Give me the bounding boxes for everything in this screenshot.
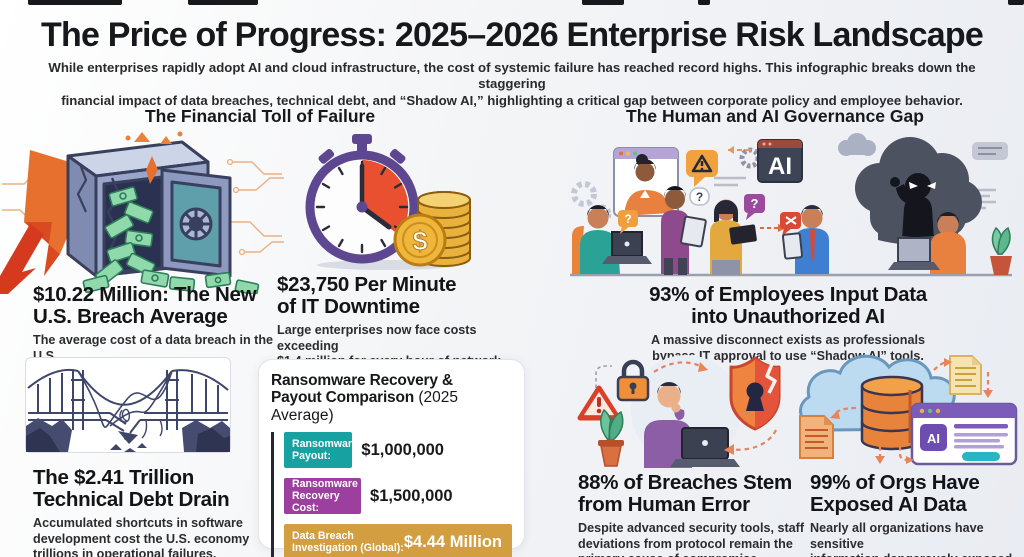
chart-bar-label: Ransomware Payout:: [292, 437, 358, 463]
stat-technical-debt: The $2.41 Trillion Technical Debt Drain …: [33, 467, 268, 557]
money-bills-icon: [82, 186, 260, 294]
document-icon: [799, 415, 834, 459]
dashed-arrow-icon: [595, 365, 612, 388]
svg-text:?: ?: [696, 190, 703, 204]
stopwatch-illustration: $: [305, 134, 471, 270]
laptop-icon: [670, 427, 740, 467]
stat-headline: $10.22 Million: The New U.S. Breach Aver…: [33, 283, 257, 328]
dollar-coin-icon: $: [393, 213, 447, 267]
keyhole-icon: [746, 382, 764, 411]
ransomware-chart-card: Ransomware Recovery & Payout Comparison …: [258, 359, 525, 557]
chart-bar-row: Ransomware Recovery Cost: $1,500,000: [284, 478, 512, 514]
chart-bar-value: $1,500,000: [370, 486, 453, 505]
dashed-arrow-icon: [726, 146, 760, 154]
stopwatch-icon: [305, 134, 419, 264]
stat-headline: 88% of Breaches Stem from Human Error: [578, 471, 792, 516]
stat-body: Nearly all organizations have sensitive …: [810, 521, 1012, 557]
governance-illustration: AI: [570, 133, 1012, 277]
stat-headline: The $2.41 Trillion Technical Debt Drain: [33, 466, 230, 511]
top-edge-mark: [698, 0, 710, 5]
page-title: The Price of Progress: 2025–2026 Enterpr…: [41, 16, 984, 54]
chart-title-suffix: (2025 Average): [271, 389, 458, 424]
stat-exposed-ai-data: 99% of Orgs Have Exposed AI Data Nearly …: [810, 472, 1022, 557]
person-with-tablet: [710, 199, 757, 275]
broken-bridge-illustration: [25, 357, 231, 453]
section-title-financial: The Financial Toll of Failure: [144, 106, 376, 126]
person-at-laptop: [888, 212, 966, 274]
ai-badge-icon: AI: [757, 139, 803, 183]
browser-window-icon: [613, 147, 683, 217]
svg-text:AI: AI: [927, 431, 940, 446]
button-shape: [962, 452, 1000, 461]
plant-icon: [598, 408, 624, 467]
chart-bar-value: $4.44 Million: [403, 532, 502, 551]
document-icon: [949, 355, 982, 395]
top-edge-mark: [582, 0, 624, 5]
top-edge-mark: [1008, 0, 1024, 5]
page-subtitle: While enterprises rapidly adopt AI and c…: [48, 60, 976, 108]
human-error-illustration: [577, 355, 781, 468]
chart-bar: Ransomware Payout:: [284, 432, 358, 469]
cloud-icon: [838, 133, 876, 156]
padlock-icon: [616, 359, 650, 402]
stat-headline: 93% of Employees Input Data into Unautho…: [649, 283, 927, 328]
stat-human-error: 88% of Breaches Stem from Human Error De…: [578, 472, 806, 557]
broken-shield-icon: [729, 356, 781, 431]
chart-bar: Data Breach Investigation (Global): $4.4…: [284, 524, 512, 557]
chart-bar-label: Data Breach Investigation (Global):: [292, 529, 404, 555]
exposed-ai-data-illustration: AI: [799, 354, 1018, 466]
speech-lines-icon: [972, 142, 1008, 160]
chart-rows: Ransomware Payout: $1,000,000 Ransomware…: [271, 432, 512, 557]
svg-text:?: ?: [624, 212, 631, 226]
warning-bubble-icon: [686, 150, 718, 187]
person-at-laptop: [572, 205, 652, 274]
chart-bar-row: Ransomware Payout: $1,000,000: [284, 432, 512, 469]
chart-bar-value: $1,000,000: [361, 440, 444, 459]
warning-triangle-icon: [577, 385, 621, 421]
dashed-arrow-icon: [724, 429, 777, 455]
section-title-governance: The Human and AI Governance Gap: [626, 106, 924, 126]
question-bubble-icon: ?: [689, 187, 710, 206]
question-bubble-icon: ?: [618, 210, 638, 234]
stat-body: Despite advanced security tools, staff d…: [578, 521, 805, 557]
stat-body: Accumulated shortcuts in software develo…: [33, 516, 250, 557]
chart-title: Ransomware Recovery & Payout Comparison …: [271, 372, 512, 424]
svg-text:$: $: [412, 226, 427, 256]
svg-text:AI: AI: [768, 153, 792, 180]
svg-text:?: ?: [751, 196, 759, 211]
cracked-safe-illustration: [0, 131, 284, 294]
dashed-arrow-icon: [653, 361, 708, 373]
ai-badge-icon: [920, 424, 947, 451]
stat-headline: $23,750 Per Minute of IT Downtime: [277, 273, 457, 318]
arrowheads: [830, 358, 993, 464]
broken-bridge-icon: [26, 368, 230, 452]
thinking-person-icon: [644, 382, 692, 468]
question-bubble-icon: ?: [744, 194, 765, 220]
browser-window-icon: AI: [910, 402, 1018, 466]
debris-icon: [125, 131, 183, 144]
top-edge-mark: [28, 0, 122, 5]
chart-title-text: Ransomware Recovery & Payout Comparison: [271, 372, 453, 407]
chart-bar: Ransomware Recovery Cost:: [284, 477, 362, 515]
stat-headline: 99% of Orgs Have Exposed AI Data: [810, 471, 980, 516]
top-edge-mark: [188, 0, 258, 5]
chart-bar-label: Ransomware Recovery Cost:: [292, 477, 358, 515]
plant-icon: [990, 226, 1012, 275]
chart-bar-row: Data Breach Investigation (Global): $4.4…: [284, 524, 512, 557]
person-with-tablet: [781, 205, 829, 274]
spark-icon: [146, 156, 158, 184]
person-with-tablet: [661, 186, 707, 275]
